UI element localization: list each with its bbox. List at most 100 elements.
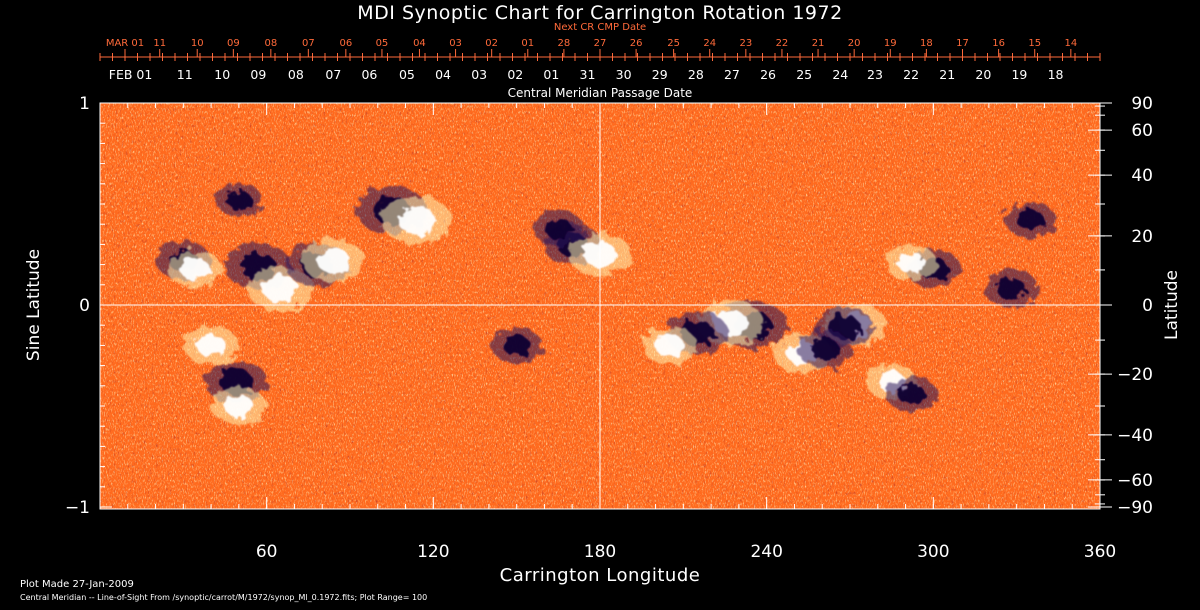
negative-flux-region [1004, 202, 1057, 238]
flux-core [226, 190, 252, 210]
x-axis: 60 120 180 240 300 360 [127, 103, 1116, 562]
positive-flux-region [641, 326, 697, 365]
cmp-date-label: 28 [688, 67, 704, 82]
cmp-date-label: 07 [325, 67, 341, 82]
next-cr-date-label: 09 [227, 38, 240, 49]
flux-core [897, 383, 925, 405]
next-cr-date-label: 06 [339, 38, 352, 49]
cmp-date-label: 22 [903, 67, 919, 82]
next-cr-date-label: 28 [558, 38, 571, 49]
flux-core [179, 257, 210, 280]
y-axis-left: 1 0 −1 [65, 94, 112, 518]
positive-flux-region [166, 249, 222, 288]
flux-core [996, 277, 1026, 301]
cmp-date-label: 23 [867, 67, 883, 82]
cmp-date-label: 04 [435, 67, 451, 82]
next-cr-date-label: 14 [1064, 38, 1077, 49]
y-right-tick-label: −60 [1117, 471, 1153, 491]
y-right-tick-label: 40 [1131, 166, 1153, 186]
next-cr-date-label: 04 [413, 38, 426, 49]
y-right-tick-label: 20 [1131, 227, 1153, 247]
next-cr-date-label: 08 [264, 38, 277, 49]
y-right-tick-label: −20 [1117, 365, 1153, 385]
cmp-date-label: 30 [616, 67, 632, 82]
cmp-date-label: 26 [760, 67, 776, 82]
flux-core [897, 252, 925, 273]
negative-flux-region [983, 269, 1039, 308]
negative-flux-region [532, 210, 584, 246]
negative-flux-region [491, 327, 543, 363]
x-tick-label: 120 [417, 542, 449, 562]
next-cr-date-label: MAR 01 [106, 38, 144, 49]
flux-core [810, 338, 840, 361]
next-cr-date-label: 02 [485, 38, 498, 49]
cmp-date-label: 25 [796, 67, 812, 82]
flux-core [262, 275, 299, 303]
y-left-tick-label: 0 [79, 296, 90, 316]
cmp-date-label: FEB 01 [109, 67, 153, 82]
cmp-date-label: 27 [724, 67, 740, 82]
cmp-date-label: 31 [580, 67, 596, 82]
flux-core [224, 394, 254, 418]
plot-made-date: Plot Made 27-Jan-2009 [20, 579, 134, 590]
y-right-tick-label: −40 [1117, 426, 1153, 446]
cmp-date-label: 01 [543, 67, 559, 82]
flux-core [654, 334, 685, 357]
next-cr-date-label: 20 [848, 38, 861, 49]
flux-core [397, 205, 436, 235]
y-left-tick-label: −1 [65, 498, 90, 518]
positive-flux-region [183, 326, 239, 365]
cmp-date-label: 08 [288, 67, 304, 82]
cmp-date-label: 11 [177, 67, 193, 82]
x-tick-label: 360 [1084, 542, 1116, 562]
y-axis-left-label: Sine Latitude [24, 248, 44, 362]
next-cr-date-label: 10 [191, 38, 204, 49]
flux-core [316, 247, 350, 274]
negative-flux-region [797, 330, 853, 369]
y-left-tick-label: 1 [79, 94, 90, 114]
cmp-axis-title: Central Meridian Passage Date [507, 86, 693, 100]
next-cr-axis-title: Next CR CMP Date [553, 22, 647, 33]
cmp-date-label: 06 [361, 67, 377, 82]
y-right-tick-label: 90 [1131, 94, 1153, 114]
flux-core [503, 335, 531, 356]
cmp-date-label: 09 [250, 67, 266, 82]
next-cr-date-label: 18 [920, 38, 933, 49]
next-cr-date-label: 23 [739, 38, 752, 49]
cmp-date-label: 05 [399, 67, 415, 82]
next-cr-date-label: 26 [630, 38, 643, 49]
next-cr-date-label: 05 [376, 38, 389, 49]
positive-flux-region [211, 387, 267, 425]
next-cr-date-label: 22 [776, 38, 789, 49]
next-cr-date-axis: MAR 01 11 10 09 08 07 06 05 04 03 02 01 28 27 26 25 24 23… [99, 38, 1101, 57]
next-cr-date-label: 15 [1028, 38, 1041, 49]
y-right-tick-label: 0 [1142, 296, 1153, 316]
cmp-date-label: 02 [507, 67, 523, 82]
cmp-date-label: 20 [975, 67, 991, 82]
positive-flux-region [301, 239, 365, 283]
negative-flux-region [885, 376, 937, 412]
cmp-date-label: 29 [652, 67, 668, 82]
x-tick-label: 300 [917, 542, 949, 562]
y-axis-right-label: Latitude [1162, 270, 1182, 340]
positive-flux-region [885, 244, 937, 281]
next-cr-date-label: 25 [667, 38, 680, 49]
cmp-date-label: 24 [832, 67, 848, 82]
cmp-date-axis: FEB 01 11 10 09 08 07 06 05 04 03 02 01 31 30 29 28 27 26… [99, 57, 1101, 82]
next-cr-date-label: 01 [521, 38, 534, 49]
cmp-date-label: 18 [1048, 67, 1064, 82]
x-tick-label: 240 [750, 542, 782, 562]
y-axis-right: 90 60 40 20 0 −20 −40 −60 −90 [1088, 94, 1153, 518]
chart-title: MDI Synoptic Chart for Carrington Rotati… [357, 2, 843, 24]
flux-core [196, 334, 226, 357]
next-cr-date-label: 17 [956, 38, 969, 49]
x-axis-label: Carrington Longitude [499, 565, 701, 586]
x-tick-label: 60 [256, 542, 278, 562]
flux-core [544, 217, 572, 239]
next-cr-date-label: 24 [703, 38, 716, 49]
x-tick-label: 180 [584, 542, 616, 562]
cmp-date-label: 03 [471, 67, 487, 82]
flux-core [1016, 209, 1045, 231]
negative-flux-region [215, 183, 263, 217]
